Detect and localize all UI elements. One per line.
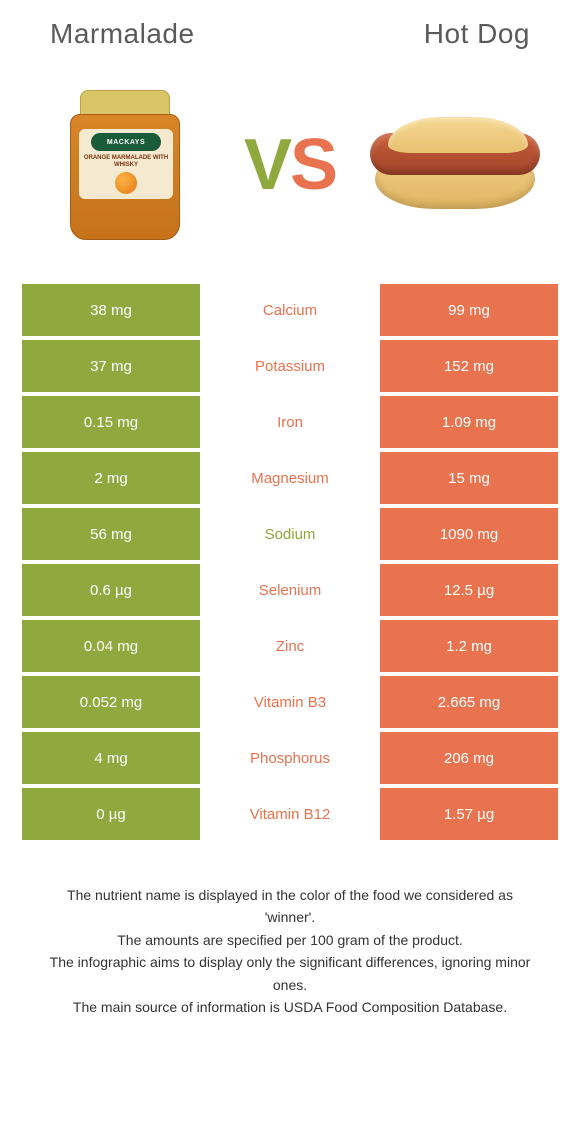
table-row: 0.6 µgSelenium12.5 µg: [22, 564, 558, 616]
right-value: 1.09 mg: [380, 396, 558, 448]
infographic-container: Marmalade Hot dog MACKAYS ORANGE MARMALA…: [0, 0, 580, 1038]
marmalade-jar-icon: MACKAYS ORANGE MARMALADE WITH WHISKY: [40, 80, 210, 250]
hero-row: MACKAYS ORANGE MARMALADE WITH WHISKY VS: [0, 60, 580, 280]
left-value: 56 mg: [22, 508, 200, 560]
nutrient-name: Zinc: [200, 620, 380, 672]
left-value: 2 mg: [22, 452, 200, 504]
left-value: 0.15 mg: [22, 396, 200, 448]
nutrient-name: Iron: [200, 396, 380, 448]
nutrient-name: Potassium: [200, 340, 380, 392]
vs-s: S: [290, 124, 336, 206]
right-value: 1.57 µg: [380, 788, 558, 840]
footnote-line: The amounts are specified per 100 gram o…: [40, 929, 540, 951]
footnote-line: The infographic aims to display only the…: [40, 951, 540, 996]
table-row: 4 mgPhosphorus206 mg: [22, 732, 558, 784]
left-value: 0.052 mg: [22, 676, 200, 728]
nutrient-table: 38 mgCalcium99 mg37 mgPotassium152 mg0.1…: [22, 280, 558, 844]
nutrient-table-body: 38 mgCalcium99 mg37 mgPotassium152 mg0.1…: [22, 284, 558, 840]
right-value: 1.2 mg: [380, 620, 558, 672]
left-value: 38 mg: [22, 284, 200, 336]
nutrient-name: Vitamin B3: [200, 676, 380, 728]
jar-label-text: ORANGE MARMALADE WITH WHISKY: [79, 155, 173, 169]
left-value: 37 mg: [22, 340, 200, 392]
nutrient-name: Magnesium: [200, 452, 380, 504]
right-value: 15 mg: [380, 452, 558, 504]
hotdog-icon: [370, 80, 540, 250]
vs-v: V: [244, 124, 290, 206]
table-row: 37 mgPotassium152 mg: [22, 340, 558, 392]
nutrient-name: Calcium: [200, 284, 380, 336]
table-row: 0.15 mgIron1.09 mg: [22, 396, 558, 448]
right-value: 152 mg: [380, 340, 558, 392]
right-value: 99 mg: [380, 284, 558, 336]
nutrient-name: Phosphorus: [200, 732, 380, 784]
jar-brand-label: MACKAYS: [91, 133, 161, 151]
food-title-left: Marmalade: [50, 18, 195, 50]
orange-icon: [115, 172, 137, 194]
table-row: 38 mgCalcium99 mg: [22, 284, 558, 336]
footnotes: The nutrient name is displayed in the co…: [0, 844, 580, 1038]
table-row: 2 mgMagnesium15 mg: [22, 452, 558, 504]
header: Marmalade Hot dog: [0, 0, 580, 60]
table-row: 0 µgVitamin B121.57 µg: [22, 788, 558, 840]
table-row: 0.04 mgZinc1.2 mg: [22, 620, 558, 672]
footnote-line: The nutrient name is displayed in the co…: [40, 884, 540, 929]
table-row: 0.052 mgVitamin B32.665 mg: [22, 676, 558, 728]
left-value: 0.6 µg: [22, 564, 200, 616]
nutrient-name: Selenium: [200, 564, 380, 616]
table-row: 56 mgSodium1090 mg: [22, 508, 558, 560]
left-value: 0 µg: [22, 788, 200, 840]
footnote-line: The main source of information is USDA F…: [40, 996, 540, 1018]
nutrient-name: Vitamin B12: [200, 788, 380, 840]
right-value: 12.5 µg: [380, 564, 558, 616]
right-value: 1090 mg: [380, 508, 558, 560]
left-value: 4 mg: [22, 732, 200, 784]
food-title-right: Hot dog: [424, 18, 530, 50]
nutrient-name: Sodium: [200, 508, 380, 560]
right-value: 206 mg: [380, 732, 558, 784]
left-value: 0.04 mg: [22, 620, 200, 672]
vs-label: VS: [244, 124, 336, 206]
right-value: 2.665 mg: [380, 676, 558, 728]
